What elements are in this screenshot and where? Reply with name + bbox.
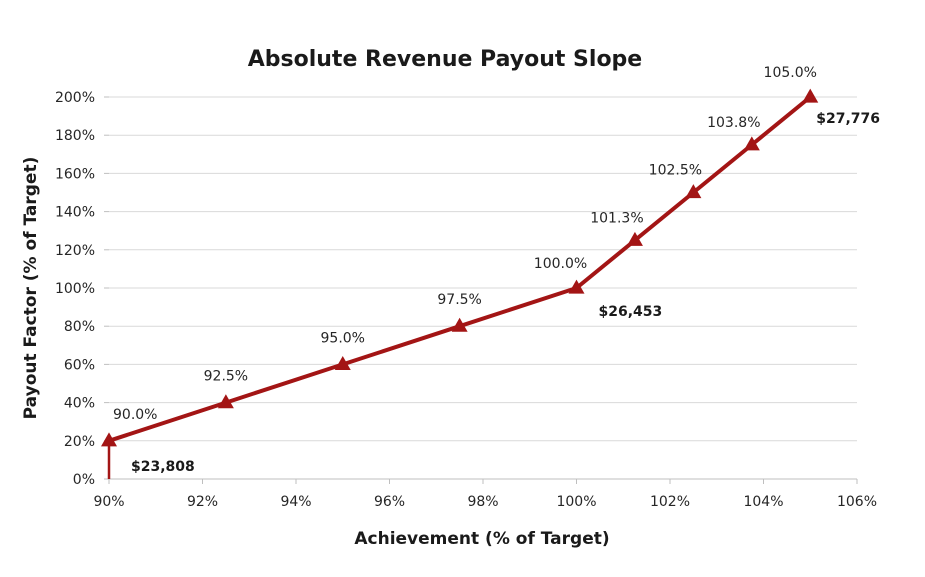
y-tick-label: 200% (55, 90, 95, 106)
x-axis-title: Achievement (% of Target) (354, 529, 609, 549)
y-tick-label: 180% (55, 128, 95, 144)
value-annotation: $26,453 (599, 304, 663, 320)
series-line (108, 95, 812, 443)
x-tick-label: 96% (374, 494, 405, 510)
data-point-marker (334, 356, 351, 370)
y-tick-label: 0% (73, 472, 95, 488)
y-tick-label: 120% (55, 243, 95, 259)
value-annotation: $23,808 (131, 459, 195, 475)
labels-layer: 90.0% 92.5% 95.0% 97.5% 100.0% 101.3% 102.5% 10… (113, 65, 880, 475)
x-tick-label: 94% (280, 494, 311, 510)
data-point-label: 103.8% (707, 115, 760, 131)
x-tick-label: 102% (650, 494, 690, 510)
y-tick-label: 140% (55, 205, 95, 221)
data-point-marker (217, 394, 234, 409)
data-point-label: 100.0% (534, 256, 587, 272)
data-point-label: 101.3% (590, 210, 643, 226)
data-point-label: 97.5% (437, 292, 481, 308)
data-point-marker (451, 317, 468, 332)
data-point-label: 92.5% (204, 369, 248, 385)
gridlines (109, 96, 857, 442)
y-tick-label: 80% (64, 319, 95, 335)
data-point-marker (626, 231, 643, 246)
x-tick-label: 98% (467, 494, 498, 510)
data-point-label: 90.0% (113, 407, 157, 423)
data-point-label: 105.0% (764, 65, 817, 81)
y-tick-label: 160% (55, 166, 95, 182)
data-point-label: 102.5% (649, 163, 702, 179)
y-axis-title: Payout Factor (% of Target) (21, 157, 41, 420)
x-tick-label: 92% (187, 494, 218, 510)
y-tick-label: 60% (64, 357, 95, 373)
value-annotation: $27,776 (816, 111, 880, 127)
y-tick-label: 100% (55, 281, 95, 297)
axes: 0% 20% 40% 60% 80% 100% 120% 140% 160% 180% 200% 90… (55, 90, 877, 510)
x-tick-label: 90% (93, 494, 124, 510)
x-tick-label: 100% (556, 494, 596, 510)
data-point-marker (568, 279, 585, 294)
chart-title: Absolute Revenue Payout Slope (248, 47, 642, 72)
y-tick-label: 40% (64, 396, 95, 412)
y-tick-label: 20% (64, 434, 95, 450)
data-point-marker (685, 184, 702, 199)
x-tick-label: 106% (837, 494, 877, 510)
data-point-marker (101, 432, 117, 447)
series-layer (101, 88, 819, 479)
x-tick-label: 104% (743, 494, 783, 510)
data-point-marker (743, 136, 760, 151)
data-point-marker (802, 88, 819, 103)
data-point-label: 95.0% (321, 330, 365, 346)
